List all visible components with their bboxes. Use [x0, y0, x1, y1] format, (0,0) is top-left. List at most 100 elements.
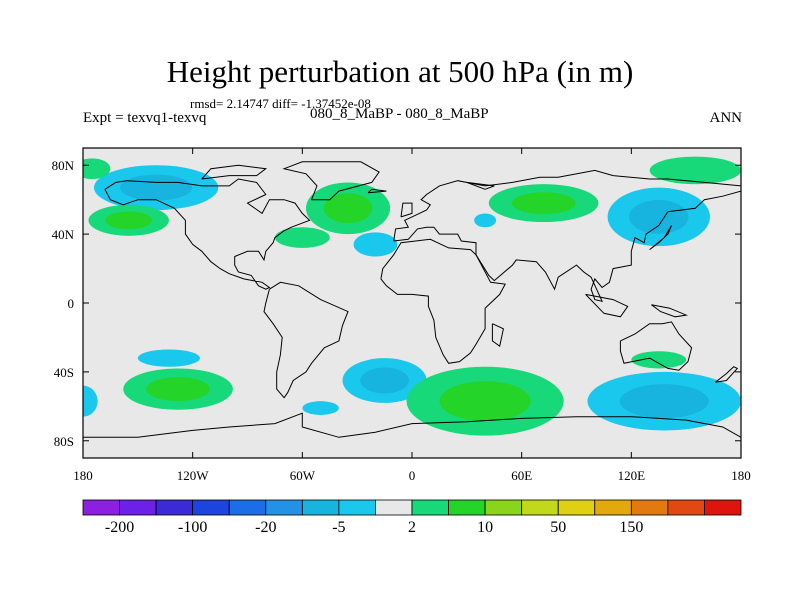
colorbar-swatch: [375, 499, 413, 516]
field-west-pacific-positive: [88, 204, 169, 236]
experiment-label: Expt = texvq1-texvq: [83, 110, 207, 126]
lat-tick-label: 40N: [52, 227, 75, 242]
contour-level: [323, 193, 373, 224]
coastline: [367, 188, 387, 194]
lat-tick-label: 0: [68, 296, 75, 311]
colorbar-label: 150: [619, 519, 643, 536]
lon-tick-label: 180: [73, 468, 93, 483]
contour-level: [274, 227, 330, 248]
contour-level: [619, 384, 709, 419]
field-arctic-positive-east: [649, 156, 741, 185]
contour-level: [120, 174, 193, 201]
coastline: [651, 304, 689, 318]
contour-level: [511, 192, 576, 215]
colorbar-swatch: [484, 499, 523, 516]
coastline: [585, 293, 629, 318]
coastline: [466, 181, 495, 190]
coastline: [83, 412, 741, 438]
colorbar-swatch: [192, 499, 230, 516]
contour-level: [105, 211, 153, 230]
colorbar-swatch: [667, 499, 705, 516]
colorbar-swatch: [557, 499, 596, 516]
colorbar-swatch: [411, 499, 449, 516]
lon-tick-label: 60E: [511, 468, 532, 483]
coastline: [393, 169, 741, 303]
season-label: ANN: [709, 110, 743, 126]
field-southern-indian-negative: [587, 371, 741, 431]
lon-tick-label: 0: [409, 468, 416, 483]
lat-tick-label: 40S: [54, 365, 74, 380]
colorbar-swatch: [228, 499, 267, 516]
coastline: [649, 225, 672, 250]
field-south-atlantic-negative: [342, 358, 427, 403]
field-north-pacific-negative: [93, 165, 219, 210]
coastline: [201, 164, 268, 180]
colorbar: -200 -100 -20 -5 2 10 50 150: [82, 499, 742, 536]
colorbar-label: -100: [178, 519, 207, 536]
stats-label: rmsd= 2.14747 diff= -1.37452e-08: [190, 96, 371, 111]
colorbar-label: -5: [332, 519, 345, 536]
field-greenland-positive-west: [274, 227, 330, 248]
contour-level: [649, 156, 741, 185]
coastline: [380, 238, 506, 364]
colorbar-swatch: [338, 499, 376, 516]
contour-level: [83, 158, 111, 179]
colorbar-swatch: [448, 499, 486, 516]
colorbar-swatch: [265, 499, 303, 516]
field-south-pacific-negative-small: [137, 349, 200, 367]
contour-level: [360, 367, 409, 394]
field-north-america-positive: [305, 182, 391, 235]
coastline: [282, 161, 380, 201]
lat-tick-label: 80S: [54, 434, 74, 449]
case-label: 080_8_MaBP - 080_8_MaBP: [310, 106, 489, 122]
colorbar-swatch: [119, 499, 157, 516]
colorbar-label: 10: [477, 519, 493, 536]
field-indian-ocean-positive: [406, 366, 564, 436]
coastline: [104, 178, 311, 290]
colorbar-swatch: [630, 499, 669, 516]
coastline: [619, 321, 693, 371]
colorbar-swatch: [155, 499, 194, 516]
colorbar-swatch: [594, 499, 632, 516]
colorbar-label: 50: [550, 519, 566, 536]
coastlines: [83, 161, 741, 438]
contour-level: [83, 385, 98, 417]
lon-tick-label: 120E: [618, 468, 646, 483]
field-atlantic-negative-small: [353, 232, 398, 257]
field-dateline-south-negative: [83, 385, 98, 417]
field-europe-negative-small: [474, 213, 497, 228]
lat-tick-label: 80N: [52, 158, 75, 173]
colorbar-swatch: [704, 499, 742, 516]
field-asia-positive: [488, 184, 599, 223]
colorbar-label: 2: [408, 519, 416, 536]
field-australia-positive-small: [631, 351, 687, 369]
contour-fields: [83, 156, 741, 436]
coastline: [400, 202, 413, 218]
field-arctic-positive-west: [83, 158, 111, 179]
contour-level: [629, 199, 689, 234]
colorbar-label: -20: [255, 519, 276, 536]
lon-tick-label: 60W: [290, 468, 316, 483]
field-siberia-negative: [607, 187, 710, 247]
contour-level: [146, 377, 210, 402]
plot-title: Height perturbation at 500 hPa (in m): [166, 54, 634, 89]
axis-ticks: 180 120W 60W 0 60E 120E 180 80N 40N 0 40S 80S: [52, 148, 751, 483]
contour-level: [137, 349, 200, 367]
contour-level: [474, 213, 497, 228]
lon-tick-label: 120W: [177, 468, 210, 483]
contour-level: [439, 381, 531, 422]
colorbar-swatch: [82, 499, 120, 516]
contour-level: [631, 351, 687, 369]
coastline: [715, 366, 739, 383]
contour-level: [353, 232, 398, 257]
coastline: [491, 323, 504, 347]
colorbar-label: -200: [105, 519, 134, 536]
colorbar-swatch: [301, 499, 340, 516]
lon-tick-label: 180: [731, 468, 751, 483]
field-south-pacific-positive: [123, 368, 233, 410]
contour-level: [302, 401, 339, 415]
field-drake-negative-small: [302, 401, 339, 415]
colorbar-swatch: [521, 499, 559, 516]
coastline: [263, 281, 349, 399]
